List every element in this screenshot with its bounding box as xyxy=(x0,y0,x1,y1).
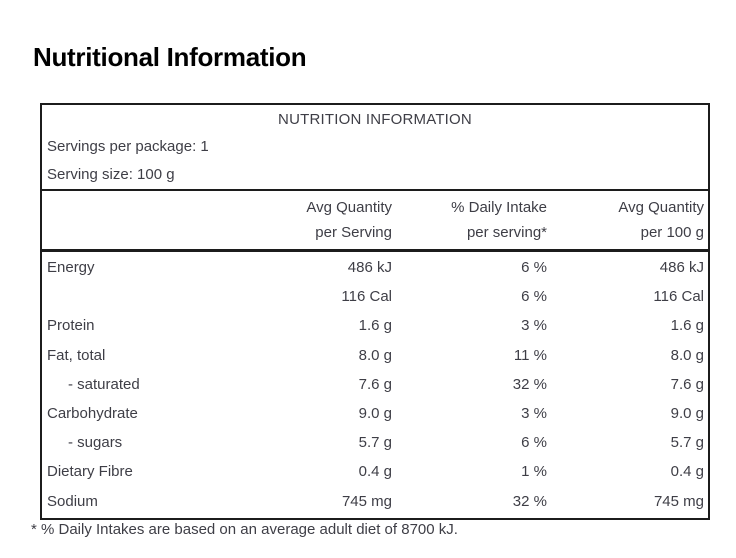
column-header-line: Avg Quantity xyxy=(618,199,704,216)
cell-per-100g: 9.0 g xyxy=(670,405,704,423)
row-label: Protein xyxy=(47,317,95,335)
cell-daily-intake: 32 % xyxy=(512,492,547,510)
cell-daily-intake: 32 % xyxy=(512,375,547,393)
cell-per-100g: 116 Cal xyxy=(653,288,704,306)
table-row: Sodium 745 mg 32 % 745 mg xyxy=(42,487,708,516)
table-row: Dietary Fibre 0.4 g 1 % 0.4 g xyxy=(42,457,708,486)
serving-size-line: Serving size: 100 g xyxy=(47,166,175,183)
cell-per-serving: 0.4 g xyxy=(358,463,392,481)
table-title: NUTRITION INFORMATION xyxy=(278,111,472,128)
table-row: 116 Cal 6 % 116 Cal xyxy=(42,282,708,311)
cell-per-serving: 745 mg xyxy=(341,492,392,510)
table-row: Fat, total 8.0 g 11 % 8.0 g xyxy=(42,341,708,370)
column-header-line: per 100 g xyxy=(640,224,704,241)
column-header-line: % Daily Intake xyxy=(451,199,547,216)
cell-daily-intake: 6 % xyxy=(521,259,547,277)
row-label: Carbohydrate xyxy=(47,405,138,423)
cell-per-100g: 486 kJ xyxy=(659,259,704,277)
table-row: Protein 1.6 g 3 % 1.6 g xyxy=(42,311,708,340)
row-label: - sugars xyxy=(68,434,123,452)
nutrition-table: NUTRITION INFORMATION Servings per packa… xyxy=(40,103,710,520)
cell-per-100g: 8.0 g xyxy=(670,346,704,364)
row-label: - saturated xyxy=(68,375,140,393)
column-header-line: per serving* xyxy=(466,224,547,241)
cell-daily-intake: 3 % xyxy=(521,405,547,423)
row-label: Dietary Fibre xyxy=(47,463,133,481)
table-row: Carbohydrate 9.0 g 3 % 9.0 g xyxy=(42,399,708,428)
row-label: Energy xyxy=(47,259,95,277)
cell-daily-intake: 6 % xyxy=(521,434,547,452)
table-header-section: NUTRITION INFORMATION Servings per packa… xyxy=(42,105,708,191)
row-label: Sodium xyxy=(47,492,98,510)
column-header-avg-quantity-per-serving: Avg Quantity per Serving xyxy=(254,195,395,245)
cell-daily-intake: 11 % xyxy=(513,346,547,364)
table-row: - saturated 7.6 g 32 % 7.6 g xyxy=(42,370,708,399)
table-body: Energy 486 kJ 6 % 486 kJ 116 Cal 6 % 116… xyxy=(42,252,708,518)
column-header-line: per Serving xyxy=(315,224,392,241)
cell-daily-intake: 1 % xyxy=(521,463,547,481)
column-header-line: Avg Quantity xyxy=(306,199,392,216)
cell-daily-intake: 3 % xyxy=(521,317,547,335)
daily-intake-footnote: * % Daily Intakes are based on an averag… xyxy=(31,521,458,538)
cell-per-serving: 8.0 g xyxy=(358,346,392,364)
cell-per-100g: 7.6 g xyxy=(670,375,704,393)
column-header-avg-quantity-per-100g: Avg Quantity per 100 g xyxy=(550,195,708,245)
page-title: Nutritional Information xyxy=(33,42,307,72)
cell-per-100g: 0.4 g xyxy=(670,463,704,481)
cell-per-100g: 1.6 g xyxy=(670,317,704,335)
cell-per-serving: 7.6 g xyxy=(358,375,392,393)
cell-per-100g: 745 mg xyxy=(653,492,704,510)
column-header-empty xyxy=(42,195,254,245)
column-header-row: Avg Quantity per Serving % Daily Intake … xyxy=(42,191,708,252)
cell-per-100g: 5.7 g xyxy=(670,434,704,452)
column-header-daily-intake: % Daily Intake per serving* xyxy=(395,195,550,245)
cell-per-serving: 9.0 g xyxy=(358,405,392,423)
row-label: Fat, total xyxy=(47,346,106,364)
table-row: Energy 486 kJ 6 % 486 kJ xyxy=(42,253,708,282)
cell-per-serving: 116 Cal xyxy=(341,288,392,306)
cell-per-serving: 1.6 g xyxy=(358,317,392,335)
table-row: - sugars 5.7 g 6 % 5.7 g xyxy=(42,428,708,457)
servings-per-package-line: Servings per package: 1 xyxy=(47,138,209,155)
cell-daily-intake: 6 % xyxy=(521,288,547,306)
cell-per-serving: 5.7 g xyxy=(358,434,392,452)
cell-per-serving: 486 kJ xyxy=(347,259,392,277)
